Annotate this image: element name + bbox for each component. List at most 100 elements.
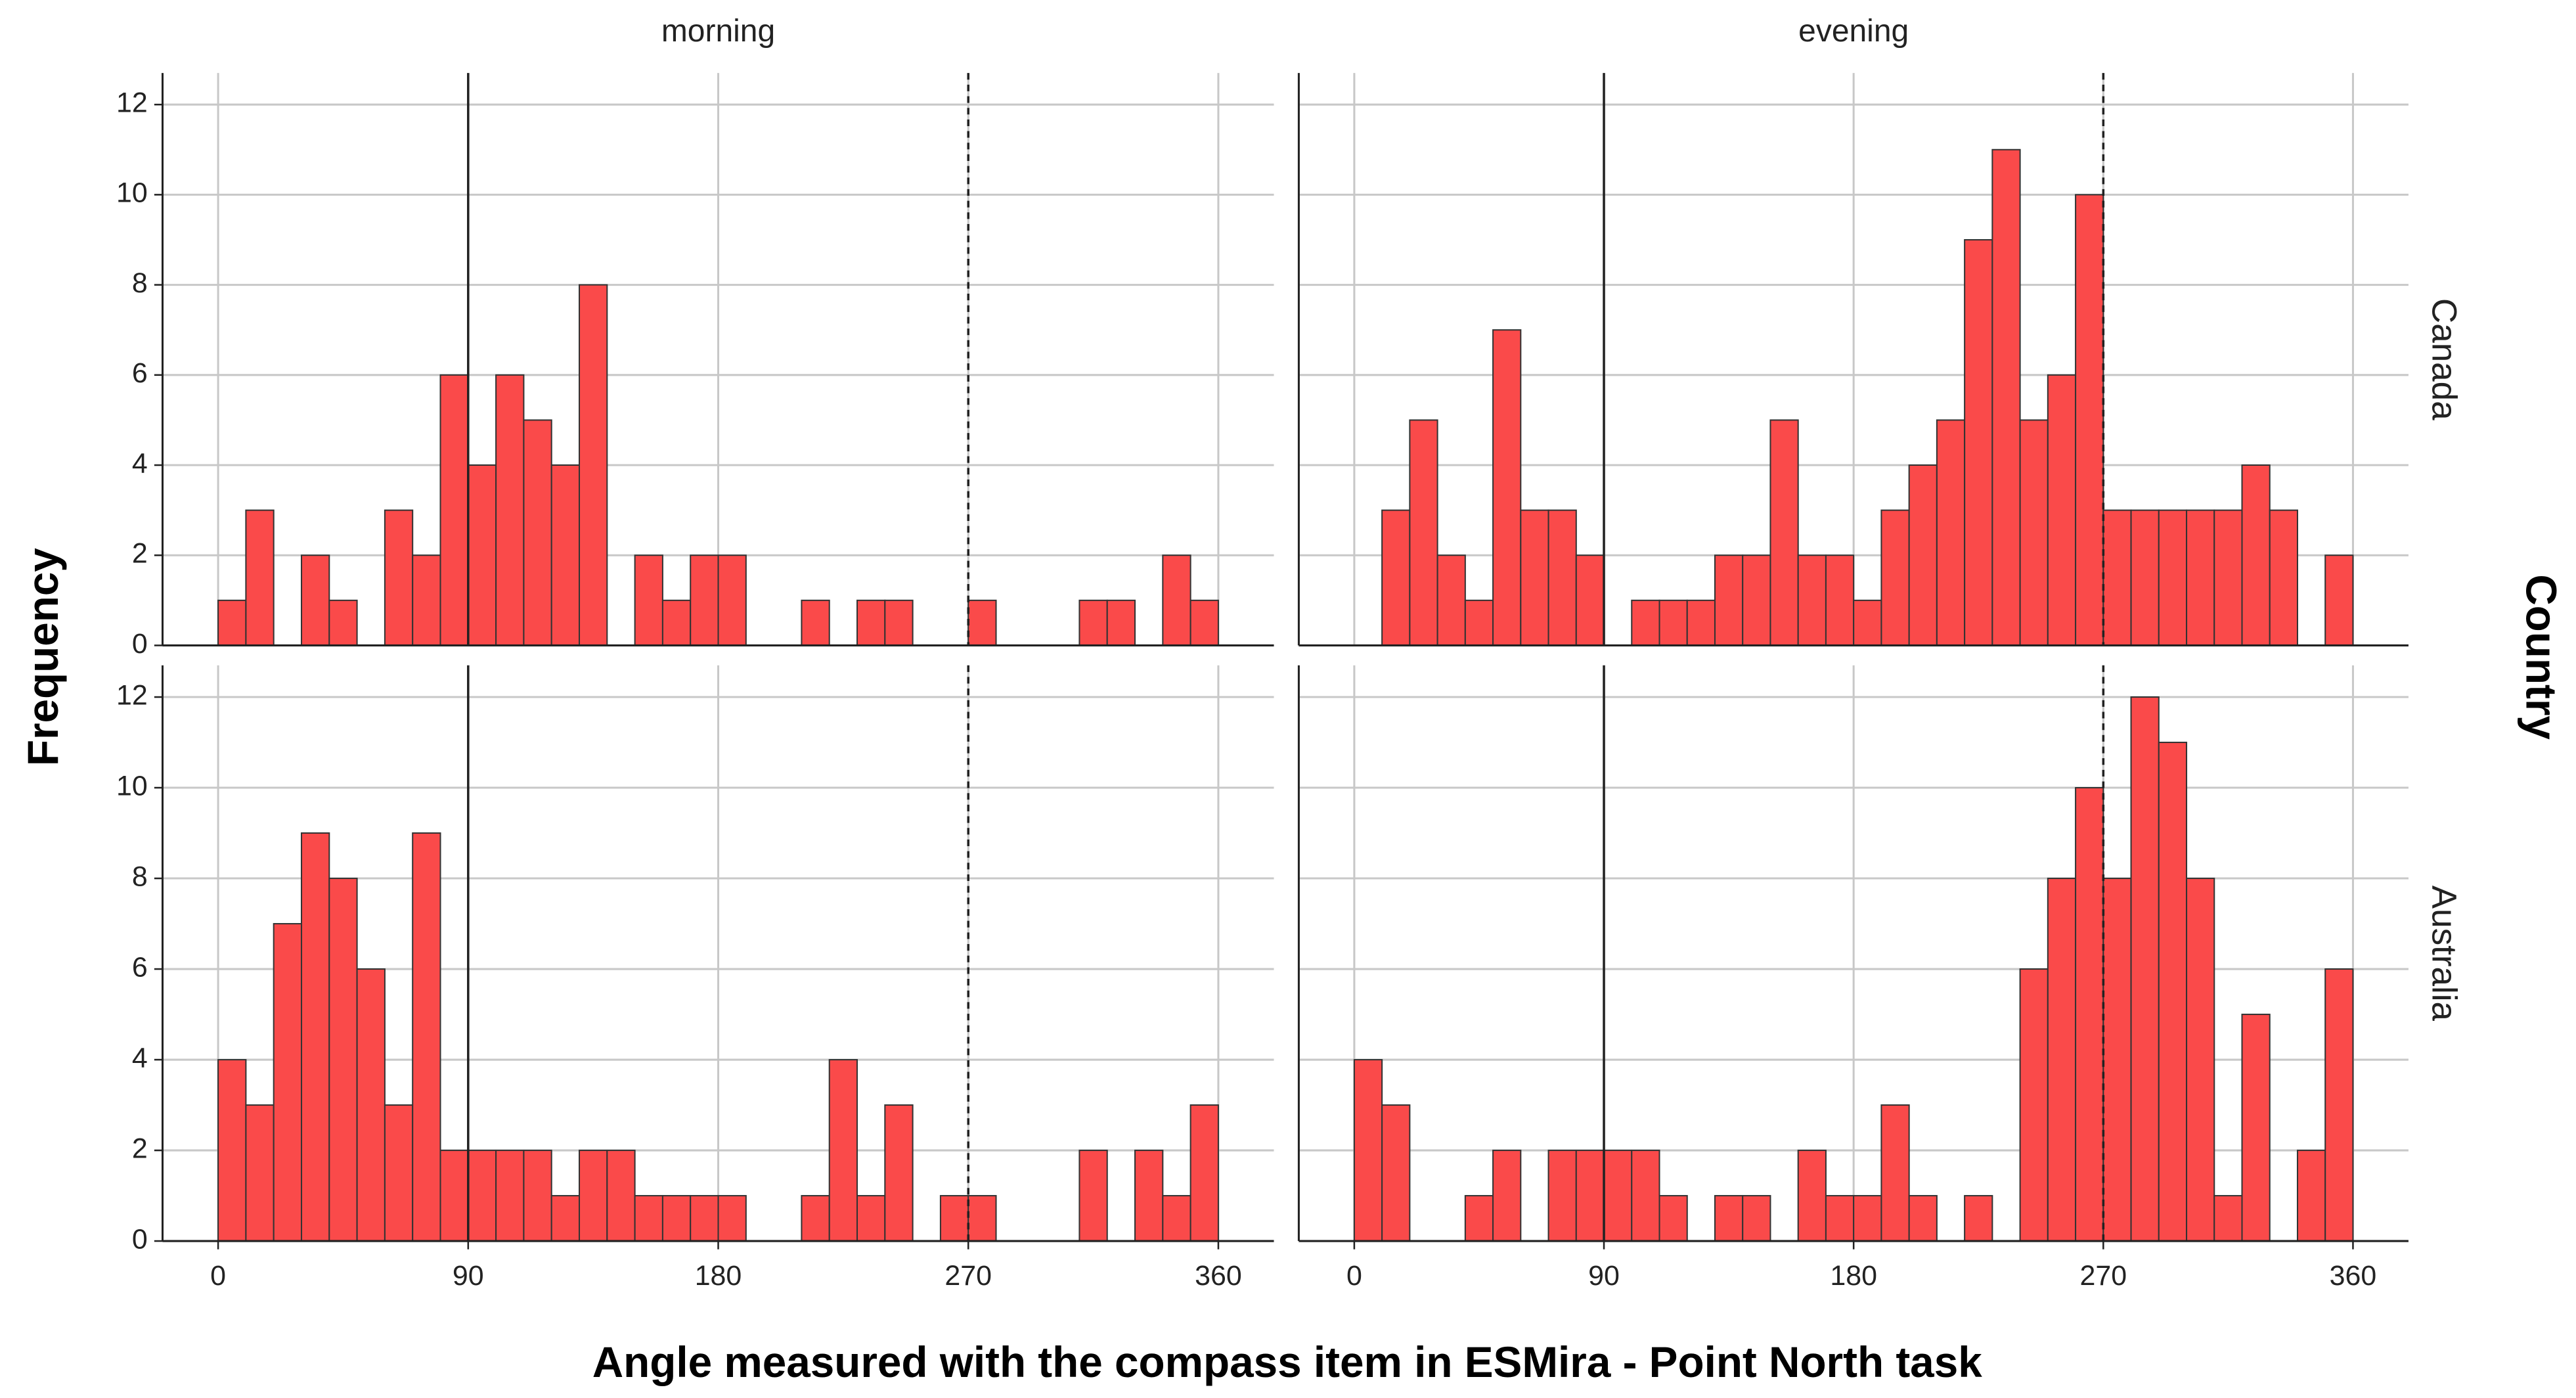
x-tick-label: 180 bbox=[695, 1260, 742, 1292]
bar bbox=[1797, 1150, 1827, 1242]
bar bbox=[1575, 1150, 1605, 1242]
bar bbox=[1658, 1195, 1688, 1242]
bar bbox=[717, 554, 747, 646]
bar bbox=[2102, 878, 2132, 1242]
y-tick-label: 12 bbox=[116, 679, 148, 711]
bar bbox=[1162, 1195, 1191, 1242]
y-tick-label: 6 bbox=[132, 951, 148, 983]
bar bbox=[273, 923, 303, 1242]
column-label: evening bbox=[1798, 14, 1909, 49]
bar bbox=[828, 1059, 858, 1242]
bar bbox=[1464, 599, 1494, 646]
bar bbox=[2158, 742, 2188, 1242]
bar bbox=[801, 599, 830, 646]
bar bbox=[495, 1150, 525, 1242]
y-tick-label: 0 bbox=[132, 1223, 148, 1255]
x-tick-label: 270 bbox=[2080, 1260, 2127, 1292]
bar bbox=[2213, 1195, 2243, 1242]
y-tick-label: 12 bbox=[116, 87, 148, 119]
bar bbox=[717, 1195, 747, 1242]
bar bbox=[1492, 1150, 1522, 1242]
y-tick-label: 10 bbox=[116, 770, 148, 801]
bar bbox=[2047, 878, 2077, 1242]
bar bbox=[328, 599, 358, 646]
bar bbox=[245, 509, 275, 646]
bar bbox=[661, 1195, 692, 1242]
x-tick-label: 0 bbox=[1346, 1260, 1362, 1292]
bar bbox=[1991, 148, 2021, 646]
y-tick-label: 8 bbox=[132, 267, 148, 299]
x-tick-label: 360 bbox=[2330, 1260, 2377, 1292]
bar bbox=[1686, 599, 1716, 646]
bar bbox=[661, 599, 692, 646]
bar bbox=[1436, 554, 1466, 646]
y-tick-label: 8 bbox=[132, 861, 148, 892]
bar bbox=[300, 832, 330, 1242]
bar bbox=[1575, 554, 1605, 646]
bar bbox=[467, 464, 497, 646]
x-axis-label: Angle measured with the compass item in … bbox=[592, 1338, 1982, 1386]
column-label: morning bbox=[661, 14, 775, 49]
bar bbox=[523, 1150, 552, 1242]
bar bbox=[328, 878, 358, 1242]
bar bbox=[2075, 194, 2104, 646]
y-tick-label: 2 bbox=[132, 538, 148, 570]
bar bbox=[2158, 509, 2188, 646]
facet-label: Country bbox=[2518, 574, 2565, 740]
bar bbox=[1353, 1059, 1383, 1242]
bar bbox=[856, 599, 886, 646]
bar bbox=[1078, 1150, 1108, 1242]
bar bbox=[2019, 968, 2049, 1242]
bar bbox=[578, 1150, 608, 1242]
bar bbox=[2019, 419, 2049, 646]
bar bbox=[1162, 554, 1191, 646]
bar bbox=[1492, 329, 1522, 646]
bar bbox=[439, 1150, 469, 1242]
bar bbox=[1078, 599, 1108, 646]
bar bbox=[801, 1195, 830, 1242]
row-label: Australia bbox=[2424, 886, 2463, 1022]
bar bbox=[550, 464, 581, 646]
bar bbox=[1106, 599, 1136, 646]
bar bbox=[1631, 1150, 1660, 1242]
bar bbox=[2186, 509, 2215, 646]
bar bbox=[606, 1150, 636, 1242]
bar bbox=[2241, 464, 2271, 646]
bar bbox=[384, 509, 414, 646]
bar bbox=[1908, 464, 1938, 646]
bar bbox=[412, 832, 441, 1242]
bar bbox=[939, 1195, 969, 1242]
bar bbox=[2130, 509, 2160, 646]
bar bbox=[412, 554, 441, 646]
bar bbox=[1742, 554, 1771, 646]
bar bbox=[1853, 599, 1882, 646]
bar bbox=[690, 554, 719, 646]
bar bbox=[2241, 1014, 2271, 1242]
bar bbox=[1603, 1150, 1633, 1242]
y-tick-label: 0 bbox=[132, 628, 148, 660]
bar bbox=[467, 1150, 497, 1242]
bar bbox=[217, 1059, 247, 1242]
bar bbox=[1381, 1104, 1411, 1242]
bar bbox=[1797, 554, 1827, 646]
bar bbox=[1381, 509, 1411, 646]
bar bbox=[1714, 554, 1744, 646]
x-tick-label: 180 bbox=[1830, 1260, 1877, 1292]
bar bbox=[1189, 1104, 1219, 1242]
bar bbox=[690, 1195, 719, 1242]
bar bbox=[856, 1195, 886, 1242]
bar bbox=[967, 1195, 997, 1242]
bar bbox=[1908, 1195, 1938, 1242]
bar bbox=[2075, 787, 2104, 1242]
bar bbox=[1409, 419, 1438, 646]
bar bbox=[634, 1195, 663, 1242]
x-tick-label: 360 bbox=[1195, 1260, 1242, 1292]
bar bbox=[1936, 419, 1966, 646]
bar bbox=[2130, 696, 2160, 1242]
bar bbox=[1742, 1195, 1771, 1242]
bar bbox=[1880, 1104, 1910, 1242]
bar bbox=[1825, 554, 1855, 646]
bar bbox=[2269, 509, 2298, 646]
